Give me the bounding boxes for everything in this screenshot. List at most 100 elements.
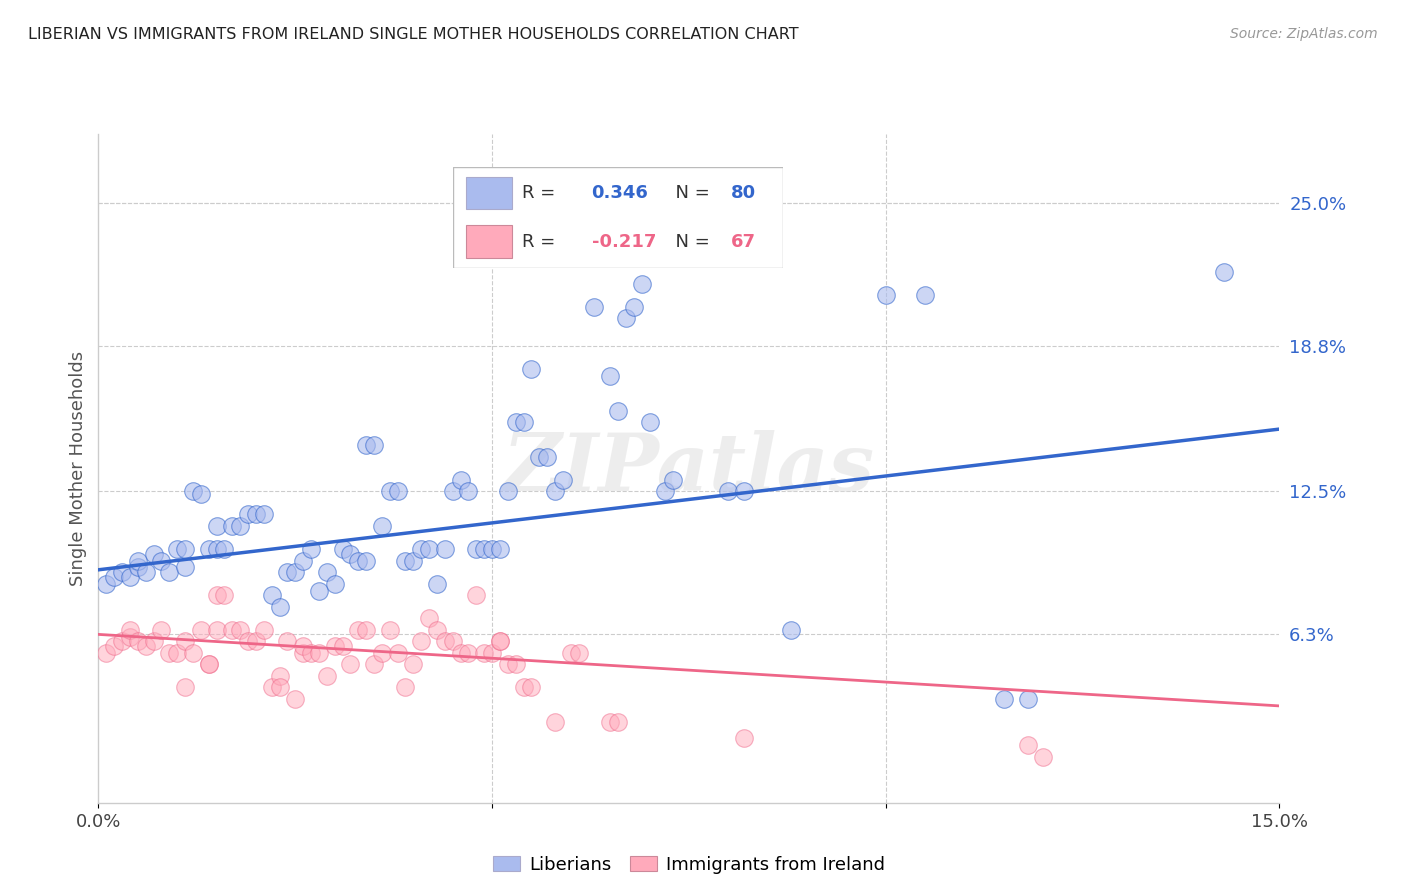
Point <box>654 484 676 499</box>
Point <box>269 681 291 695</box>
Point <box>299 646 322 660</box>
Point <box>229 623 252 637</box>
Point <box>433 634 456 648</box>
Point <box>441 484 464 499</box>
Point <box>284 565 307 579</box>
Point <box>197 657 219 672</box>
Point <box>387 484 409 499</box>
Legend: Liberians, Immigrants from Ireland: Liberians, Immigrants from Ireland <box>486 848 891 880</box>
Point <box>197 542 219 557</box>
Point <box>339 657 361 672</box>
Point <box>496 484 519 499</box>
Point <box>638 415 661 429</box>
Point <box>472 542 495 557</box>
Text: R =: R = <box>522 233 561 251</box>
Point <box>607 403 630 417</box>
Point <box>993 692 1015 706</box>
Point <box>614 311 637 326</box>
Text: -0.217: -0.217 <box>592 233 657 251</box>
Text: Source: ZipAtlas.com: Source: ZipAtlas.com <box>1230 27 1378 41</box>
Point <box>529 450 551 464</box>
Point <box>354 553 377 567</box>
Text: 0.346: 0.346 <box>592 185 648 202</box>
Point <box>127 634 149 648</box>
Point <box>157 646 180 660</box>
Point <box>465 542 488 557</box>
Point <box>236 634 259 648</box>
Point <box>308 646 330 660</box>
Point <box>426 576 449 591</box>
Point <box>236 508 259 522</box>
Point <box>457 646 479 660</box>
Point <box>441 634 464 648</box>
Point <box>127 553 149 567</box>
Text: N =: N = <box>665 185 716 202</box>
Point <box>253 623 276 637</box>
Point <box>245 634 267 648</box>
Point <box>315 669 337 683</box>
Point <box>135 639 157 653</box>
Point <box>512 415 534 429</box>
Point <box>560 646 582 660</box>
Point <box>276 634 298 648</box>
Point <box>347 623 370 637</box>
Point <box>190 623 212 637</box>
Point <box>323 639 346 653</box>
Point <box>96 646 118 660</box>
Point <box>142 634 165 648</box>
Point <box>174 560 197 574</box>
Point <box>875 288 897 302</box>
Point <box>489 634 512 648</box>
Point <box>378 484 401 499</box>
Point <box>780 623 803 637</box>
Point <box>544 714 567 729</box>
Point <box>457 484 479 499</box>
Point <box>544 484 567 499</box>
Point <box>166 646 188 660</box>
Point <box>103 570 125 584</box>
Point <box>197 657 219 672</box>
Point <box>118 570 141 584</box>
Point <box>205 542 228 557</box>
Point <box>308 583 330 598</box>
Point <box>426 623 449 637</box>
Point <box>292 553 315 567</box>
Point <box>599 369 621 384</box>
Text: N =: N = <box>665 233 716 251</box>
Point <box>103 639 125 653</box>
Point <box>496 657 519 672</box>
Point <box>1213 265 1236 279</box>
Point <box>717 484 740 499</box>
Point <box>269 669 291 683</box>
Point <box>332 639 354 653</box>
Point <box>214 542 236 557</box>
Point <box>221 623 243 637</box>
Point <box>150 553 173 567</box>
Point <box>190 486 212 500</box>
Point <box>205 519 228 533</box>
Text: 67: 67 <box>731 233 755 251</box>
Point <box>150 623 173 637</box>
Point <box>402 657 425 672</box>
Point <box>733 731 755 746</box>
Bar <box>465 226 512 258</box>
FancyBboxPatch shape <box>453 168 783 268</box>
Point <box>472 646 495 660</box>
Point <box>411 542 433 557</box>
Point <box>623 300 645 314</box>
Point <box>174 681 197 695</box>
Point <box>253 508 276 522</box>
Point <box>111 565 134 579</box>
Point <box>181 484 204 499</box>
Point <box>332 542 354 557</box>
Point <box>269 599 291 614</box>
Point <box>111 634 134 648</box>
Point <box>418 611 440 625</box>
Point <box>205 588 228 602</box>
Point <box>135 565 157 579</box>
Point <box>205 623 228 637</box>
Point <box>481 646 503 660</box>
Point <box>411 634 433 648</box>
Point <box>371 519 394 533</box>
Point <box>127 560 149 574</box>
